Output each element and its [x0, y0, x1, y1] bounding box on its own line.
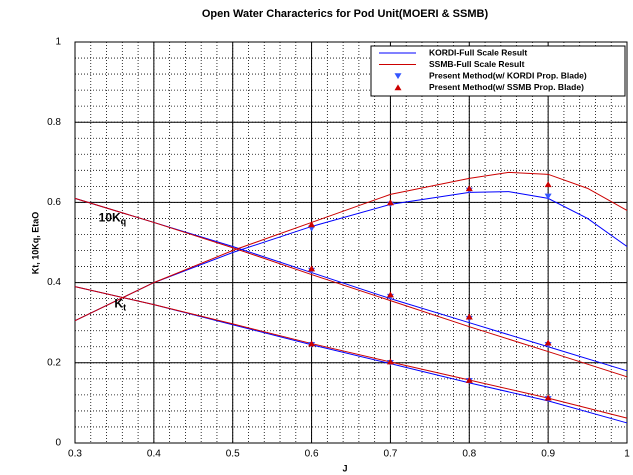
marker: [544, 181, 552, 188]
marker: [465, 185, 473, 192]
legend-label: Present Method(w/ SSMB Prop. Blade): [429, 82, 584, 92]
x-tick-label: 0.9: [541, 449, 555, 460]
y-tick-label: 0.6: [47, 197, 61, 208]
marker: [465, 313, 473, 320]
curve: [74, 286, 628, 419]
annotation-text: 10K: [99, 211, 121, 225]
y-tick-label: 1: [55, 37, 61, 48]
x-tick-label: 0.8: [462, 449, 476, 460]
plot-frame: [74, 41, 628, 444]
legend-symbol: [394, 73, 402, 80]
chart-title: Open Water Characterics for Pod Unit(MOE…: [202, 8, 489, 20]
annotation-text: K: [114, 297, 123, 311]
marker: [544, 394, 552, 401]
legend-symbol: [394, 84, 402, 91]
annotation: 10Kq: [99, 211, 127, 227]
marker: [386, 291, 394, 298]
y-tick-label: 0.8: [47, 117, 61, 128]
y-tick-label: 0.4: [47, 277, 61, 288]
legend: KORDI-Full Scale Result SSMB-Full Scale R…: [370, 45, 626, 97]
y-axis-label: Kt, 10Kq, EtaO: [30, 212, 40, 275]
curve: [74, 191, 628, 322]
legend-label: Present Method(w/ KORDI Prop. Blade): [429, 70, 587, 80]
marker: [386, 199, 394, 206]
marker: [465, 376, 473, 383]
legend-box: [370, 45, 626, 97]
marker: [308, 340, 316, 347]
annotation-sub: t: [123, 303, 126, 313]
marker: [308, 221, 316, 228]
curve: [74, 171, 628, 322]
x-tick-label: 0.6: [305, 449, 319, 460]
legend-label: KORDI-Full Scale Result: [429, 47, 527, 57]
x-axis-label: J: [342, 463, 347, 473]
legend-label: SSMB-Full Scale Result: [429, 59, 525, 69]
curve: [74, 197, 628, 378]
curve: [74, 197, 628, 372]
marker: [308, 265, 316, 272]
x-tick-label: 0.7: [383, 449, 397, 460]
y-tick-label: 0: [55, 438, 61, 449]
marker: [386, 358, 394, 365]
marker: [544, 193, 552, 200]
x-tick-label: 0.3: [68, 449, 82, 460]
x-tick-label: 1: [624, 449, 630, 460]
x-tick-label: 0.5: [226, 449, 240, 460]
annotation-sub: q: [121, 217, 127, 227]
marker: [544, 339, 552, 346]
x-tick-label: 0.4: [147, 449, 161, 460]
y-tick-label: 0.2: [47, 357, 61, 368]
annotation: Kt: [114, 297, 126, 313]
curve: [74, 286, 628, 424]
